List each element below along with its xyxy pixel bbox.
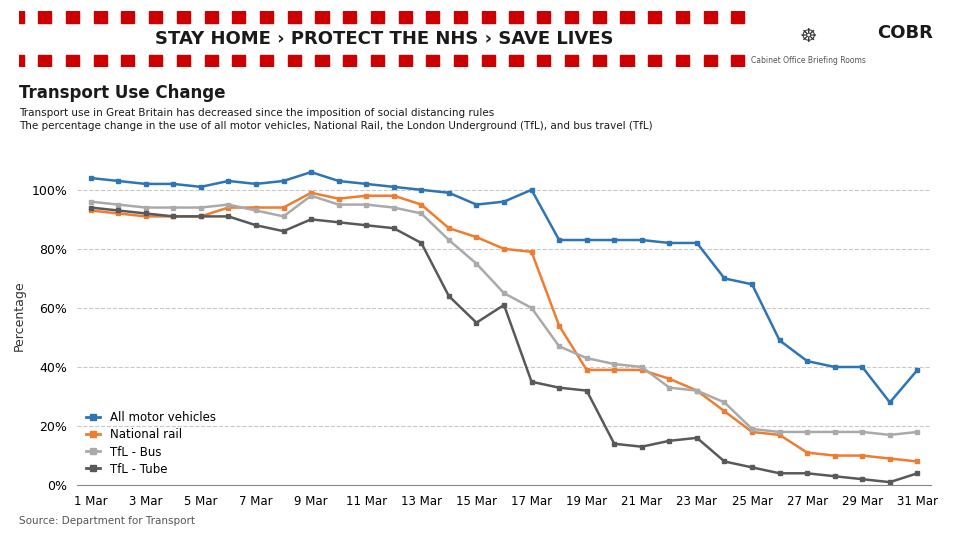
- Text: Source: Department for Transport: Source: Department for Transport: [19, 515, 195, 526]
- Polygon shape: [288, 11, 300, 23]
- Polygon shape: [426, 11, 440, 23]
- Polygon shape: [371, 11, 384, 23]
- Polygon shape: [564, 11, 578, 23]
- Polygon shape: [398, 11, 412, 23]
- Polygon shape: [592, 11, 606, 23]
- Polygon shape: [620, 11, 634, 23]
- Polygon shape: [564, 55, 578, 67]
- Polygon shape: [38, 11, 51, 23]
- Polygon shape: [732, 11, 744, 23]
- Polygon shape: [177, 55, 190, 67]
- Text: The percentage change in the use of all motor vehicles, National Rail, the Londo: The percentage change in the use of all …: [19, 121, 653, 132]
- Polygon shape: [149, 11, 162, 23]
- Polygon shape: [538, 11, 550, 23]
- Polygon shape: [343, 11, 356, 23]
- Polygon shape: [510, 55, 522, 67]
- Polygon shape: [177, 11, 190, 23]
- Polygon shape: [510, 11, 522, 23]
- Polygon shape: [759, 55, 772, 67]
- Text: COBR: COBR: [877, 24, 933, 42]
- Polygon shape: [648, 11, 661, 23]
- Polygon shape: [814, 11, 828, 23]
- Polygon shape: [204, 55, 218, 67]
- Polygon shape: [704, 11, 717, 23]
- Polygon shape: [454, 55, 468, 67]
- Polygon shape: [759, 11, 772, 23]
- Text: STAY HOME › PROTECT THE NHS › SAVE LIVES: STAY HOME › PROTECT THE NHS › SAVE LIVES: [155, 30, 613, 48]
- Polygon shape: [482, 55, 495, 67]
- Polygon shape: [121, 55, 134, 67]
- Text: Cabinet Office Briefing Rooms: Cabinet Office Briefing Rooms: [751, 56, 866, 65]
- Polygon shape: [260, 11, 273, 23]
- Polygon shape: [94, 11, 107, 23]
- Polygon shape: [316, 11, 328, 23]
- Text: Transport Use Change: Transport Use Change: [19, 84, 226, 101]
- Polygon shape: [66, 55, 79, 67]
- Polygon shape: [288, 55, 300, 67]
- Polygon shape: [704, 55, 717, 67]
- Polygon shape: [482, 11, 495, 23]
- Polygon shape: [94, 55, 107, 67]
- Polygon shape: [814, 55, 828, 67]
- Y-axis label: Percentage: Percentage: [12, 280, 26, 351]
- Polygon shape: [538, 55, 550, 67]
- Polygon shape: [316, 55, 328, 67]
- Polygon shape: [371, 55, 384, 67]
- Polygon shape: [121, 11, 134, 23]
- Polygon shape: [398, 55, 412, 67]
- Polygon shape: [11, 11, 24, 23]
- Polygon shape: [732, 55, 744, 67]
- Polygon shape: [149, 55, 162, 67]
- Polygon shape: [11, 55, 24, 67]
- Polygon shape: [454, 11, 468, 23]
- Legend: All motor vehicles, National rail, TfL - Bus, TfL - Tube: All motor vehicles, National rail, TfL -…: [83, 407, 220, 479]
- Text: ☸: ☸: [800, 26, 817, 46]
- Polygon shape: [620, 55, 634, 67]
- Polygon shape: [787, 55, 800, 67]
- Polygon shape: [66, 11, 79, 23]
- Polygon shape: [38, 55, 51, 67]
- Polygon shape: [232, 11, 246, 23]
- Polygon shape: [426, 55, 440, 67]
- Polygon shape: [787, 11, 800, 23]
- Polygon shape: [232, 55, 246, 67]
- Polygon shape: [204, 11, 218, 23]
- Polygon shape: [260, 55, 273, 67]
- Text: Transport use in Great Britain has decreased since the imposition of social dist: Transport use in Great Britain has decre…: [19, 108, 494, 118]
- Polygon shape: [343, 55, 356, 67]
- Polygon shape: [676, 55, 689, 67]
- Polygon shape: [676, 11, 689, 23]
- Polygon shape: [592, 55, 606, 67]
- Polygon shape: [648, 55, 661, 67]
